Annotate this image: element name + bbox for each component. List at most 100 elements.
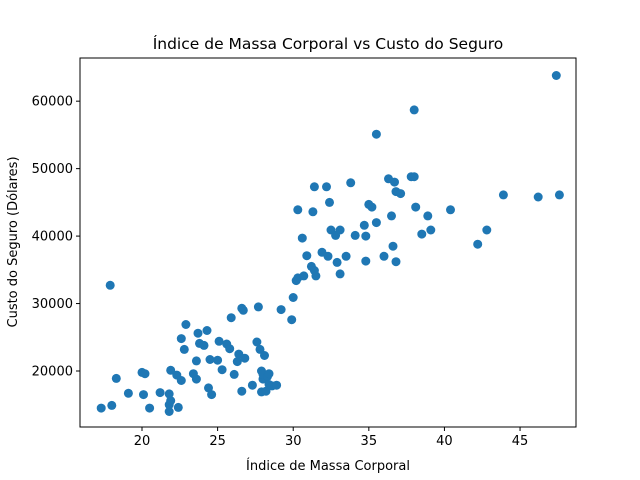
data-point: [379, 251, 389, 261]
data-point: [311, 271, 321, 281]
data-point: [176, 376, 186, 385]
data-point: [387, 211, 396, 221]
data-point: [193, 328, 203, 338]
x-axis: 20 25 30 35 40 45: [134, 427, 529, 449]
data-point: [164, 407, 174, 416]
data-point: [409, 172, 419, 182]
data-point: [176, 334, 186, 344]
data-point: [293, 205, 303, 215]
data-point: [409, 105, 419, 115]
data-point: [498, 190, 508, 200]
data-point: [173, 402, 183, 412]
data-point: [166, 365, 176, 375]
data-point: [166, 396, 176, 406]
data-point: [473, 239, 483, 249]
data-point: [238, 305, 248, 315]
data-point: [288, 293, 298, 302]
x-tick-label: 45: [512, 434, 529, 449]
data-point: [181, 320, 191, 329]
data-point: [202, 326, 212, 335]
data-point: [350, 230, 360, 240]
data-point: [388, 241, 398, 251]
data-point: [217, 365, 227, 375]
data-point: [533, 192, 543, 202]
data-point: [371, 218, 381, 228]
data-point: [335, 269, 345, 279]
data-point: [191, 374, 201, 384]
data-point: [261, 386, 271, 396]
data-point: [179, 344, 189, 354]
data-point: [139, 390, 148, 400]
y-tick-label: 20000: [32, 365, 73, 380]
data-point: [396, 189, 406, 199]
data-point: [155, 388, 165, 398]
data-point: [272, 380, 282, 390]
data-point: [252, 337, 262, 347]
data-point: [390, 177, 399, 187]
data-point: [260, 351, 269, 360]
data-point: [361, 256, 371, 266]
data-point: [229, 369, 239, 379]
plot-frame: [79, 57, 577, 428]
data-point: [346, 178, 356, 188]
x-tick-label: 25: [209, 434, 226, 449]
data-point: [105, 280, 115, 290]
data-point: [371, 129, 381, 139]
data-point: [237, 386, 247, 396]
points-layer: [96, 71, 564, 416]
data-point: [554, 190, 564, 200]
data-point: [367, 202, 377, 212]
x-tick-label: 35: [361, 434, 378, 449]
data-point: [446, 205, 455, 215]
data-point: [107, 400, 117, 410]
data-point: [226, 313, 236, 323]
data-point: [164, 389, 174, 399]
data-point: [322, 182, 331, 192]
data-point: [232, 357, 242, 367]
data-point: [253, 302, 263, 312]
y-tick-label: 60000: [32, 95, 73, 110]
data-point: [411, 202, 421, 212]
data-point: [341, 251, 351, 261]
x-axis-label: Índice de Massa Corporal: [246, 458, 410, 474]
data-point: [205, 355, 215, 364]
data-point: [145, 403, 155, 413]
data-point: [140, 369, 150, 379]
data-point: [191, 356, 201, 366]
x-tick-label: 20: [134, 434, 151, 449]
data-point: [417, 229, 427, 239]
data-point: [276, 305, 286, 315]
data-point: [240, 353, 250, 363]
data-point: [359, 220, 369, 230]
data-point: [391, 257, 401, 267]
y-axis-label: Custo do Seguro (Dólares): [6, 156, 21, 327]
data-point: [335, 225, 345, 235]
chart-title: Índice de Massa Corporal vs Custo do Seg…: [153, 34, 504, 53]
data-point: [213, 355, 223, 365]
data-point: [111, 373, 121, 383]
data-point: [204, 383, 213, 393]
y-axis: 20000 30000 40000 50000 60000: [32, 95, 80, 380]
y-tick-label: 30000: [32, 297, 73, 312]
data-point: [325, 197, 334, 207]
data-point: [482, 225, 492, 235]
data-point: [207, 390, 217, 400]
data-point: [423, 211, 433, 221]
data-point: [225, 344, 235, 354]
data-point: [309, 182, 319, 192]
data-point: [308, 207, 318, 217]
data-point: [214, 336, 224, 346]
x-tick-label: 40: [436, 434, 453, 449]
data-point: [264, 369, 274, 379]
data-point: [297, 233, 307, 243]
data-point: [247, 380, 257, 390]
data-point: [551, 71, 561, 80]
data-point: [299, 271, 309, 281]
data-point: [287, 315, 297, 325]
data-point: [199, 340, 209, 350]
data-point: [123, 388, 133, 398]
data-point: [332, 257, 342, 267]
data-point: [426, 225, 436, 235]
